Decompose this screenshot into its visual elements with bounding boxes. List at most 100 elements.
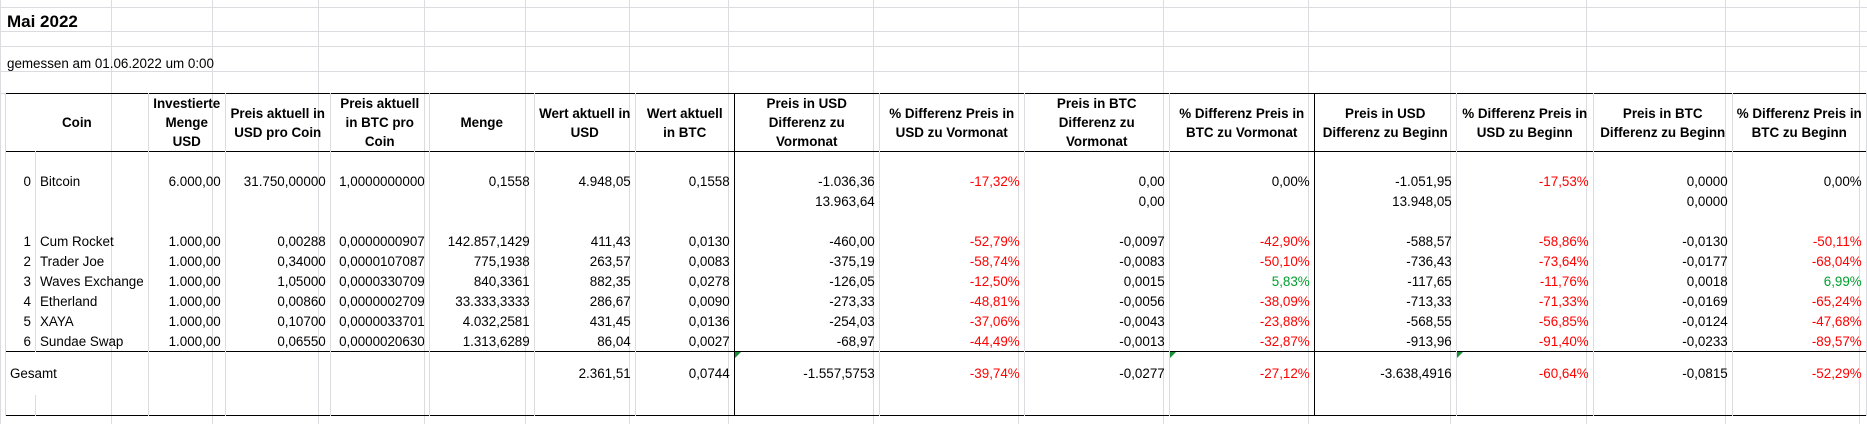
header-diff-usd-prev[interactable]: Preis in USD Differenz zu Vormonat [733,93,880,152]
cell-price-btc[interactable]: 0,0000000907 [329,231,430,252]
header-pct-usd-prev[interactable]: % Differenz Preis in USD zu Vormonat [878,93,1025,152]
cell-price-btc[interactable]: 1,0000000000 [329,171,430,192]
cell-pct-btc-prev[interactable]: -42,90% [1168,231,1315,252]
cell-pct-btc-start[interactable]: -47,68% [1731,311,1867,332]
header-value-usd[interactable]: Wert aktuell in USD [533,93,636,152]
cell-price-usd[interactable]: 0,34000 [224,251,331,272]
header-price-usd[interactable]: Preis aktuell in USD pro Coin [224,93,331,152]
total-label[interactable]: Gesamt [5,351,149,395]
cell-amount[interactable]: 33.333,3333 [428,291,535,312]
total-diff-btc-start[interactable]: -0,0815 [1592,351,1733,395]
cell-diff-usd-start[interactable]: -568,55 [1313,311,1457,332]
total-value-btc[interactable]: 0,0744 [634,351,735,395]
cell-pct-btc-start[interactable]: -89,57% [1731,331,1867,352]
cell-pct-btc-prev[interactable]: -38,09% [1168,291,1315,312]
cell-price-btc[interactable]: 0,0000330709 [329,271,430,292]
cell-price-btc[interactable]: 0,0000033701 [329,311,430,332]
coin-name[interactable]: XAYA [35,311,149,332]
header-coin[interactable]: Coin [5,93,149,152]
row-index[interactable]: 0 [5,171,36,192]
cell-amount[interactable]: 840,3361 [428,271,535,292]
cell-diff-usd-start[interactable]: -713,33 [1313,291,1457,312]
row-index[interactable]: 2 [5,251,36,272]
cell-diff-usd-prev[interactable]: 13.963,64 [733,191,880,212]
cell-amount[interactable]: 4.032,2581 [428,311,535,332]
cell-diff-btc-prev[interactable]: -0,0097 [1023,231,1170,252]
cell-diff-btc-start[interactable]: -0,0130 [1592,231,1733,252]
cell-value-btc[interactable]: 0,0027 [634,331,735,352]
total-pct-usd-start[interactable]: -60,64% [1455,351,1594,395]
cell-value-usd[interactable]: 86,04 [533,331,636,352]
cell-pct-usd-prev[interactable]: -58,74% [878,251,1025,272]
cell-invested[interactable]: 1.000,00 [147,271,226,292]
cell-value-usd[interactable]: 263,57 [533,251,636,272]
cell-diff-usd-start[interactable]: -1.051,95 [1313,171,1457,192]
cell-diff-btc-start[interactable]: 0,0000 [1592,171,1733,192]
total-diff-usd-start[interactable]: -3.638,4916 [1313,351,1457,395]
cell-diff-btc-prev[interactable]: -0,0043 [1023,311,1170,332]
cell-pct-usd-prev[interactable]: -37,06% [878,311,1025,332]
cell-diff-btc-start[interactable]: 0,0018 [1592,271,1733,292]
cell-diff-usd-start[interactable]: -588,57 [1313,231,1457,252]
cell-value-usd[interactable]: 882,35 [533,271,636,292]
cell-diff-btc-start[interactable]: 0,0000 [1592,191,1733,212]
row-index[interactable]: 1 [5,231,36,252]
cell-diff-btc-start[interactable]: -0,0124 [1592,311,1733,332]
cell-diff-btc-prev[interactable]: 0,0015 [1023,271,1170,292]
header-price-btc[interactable]: Preis aktuell in BTC pro Coin [329,93,430,152]
cell-price-usd[interactable]: 0,00288 [224,231,331,252]
coin-name[interactable]: Trader Joe [35,251,149,272]
header-amount[interactable]: Menge [428,93,535,152]
cell-diff-btc-prev[interactable]: 0,00 [1023,171,1170,192]
cell-invested[interactable]: 1.000,00 [147,311,226,332]
cell-diff-usd-start[interactable]: -117,65 [1313,271,1457,292]
cell-diff-usd-start[interactable]: 13.948,05 [1313,191,1457,212]
measured-date[interactable]: gemessen am 01.06.2022 um 0:00 [7,56,214,71]
total-pct-usd-prev[interactable]: -39,74% [878,351,1025,395]
cell-invested[interactable]: 6.000,00 [147,171,226,192]
cell-pct-btc-prev[interactable]: -32,87% [1168,331,1315,352]
cell-pct-btc-start[interactable]: 0,00% [1731,171,1867,192]
cell-pct-btc-prev[interactable]: 5,83% [1168,271,1315,292]
total-pct-btc-prev[interactable]: -27,12% [1168,351,1315,395]
header-diff-btc-prev[interactable]: Preis in BTC Differenz zu Vormonat [1023,93,1170,152]
cell-diff-btc-prev[interactable]: -0,0083 [1023,251,1170,272]
cell-price-usd[interactable]: 0,06550 [224,331,331,352]
cell-value-btc[interactable]: 0,0090 [634,291,735,312]
cell-amount[interactable]: 1.313,6289 [428,331,535,352]
total-value-usd[interactable]: 2.361,51 [533,351,636,395]
cell-diff-usd-prev[interactable]: -1.036,36 [733,171,880,192]
total-diff-usd-prev[interactable]: -1.557,5753 [733,351,880,395]
cell-pct-usd-start[interactable]: -17,53% [1455,171,1594,192]
cell-price-btc[interactable]: 0,0000020630 [329,331,430,352]
cell-diff-usd-start[interactable]: -913,96 [1313,331,1457,352]
cell-price-usd[interactable]: 31.750,00000 [224,171,331,192]
cell-price-usd[interactable]: 0,10700 [224,311,331,332]
cell-price-usd[interactable]: 0,00860 [224,291,331,312]
cell-value-btc[interactable]: 0,0083 [634,251,735,272]
cell-amount[interactable]: 0,1558 [428,171,535,192]
cell-invested[interactable]: 1.000,00 [147,331,226,352]
cell-diff-usd-prev[interactable]: -273,33 [733,291,880,312]
cell-pct-btc-prev[interactable]: -50,10% [1168,251,1315,272]
cell-invested[interactable]: 1.000,00 [147,291,226,312]
header-pct-btc-start[interactable]: % Differenz Preis in BTC zu Beginn [1731,93,1867,152]
cell-diff-usd-prev[interactable]: -375,19 [733,251,880,272]
cell-pct-usd-prev[interactable]: -44,49% [878,331,1025,352]
header-diff-usd-start[interactable]: Preis in USD Differenz zu Beginn [1313,93,1457,152]
cell-pct-btc-start[interactable]: -68,04% [1731,251,1867,272]
cell-diff-usd-prev[interactable]: -254,03 [733,311,880,332]
cell-value-usd[interactable]: 411,43 [533,231,636,252]
cell-value-usd[interactable]: 431,45 [533,311,636,332]
cell-pct-btc-prev[interactable]: 0,00% [1168,171,1315,192]
coin-name[interactable]: Bitcoin [35,171,149,192]
total-diff-btc-prev[interactable]: -0,0277 [1023,351,1170,395]
cell-pct-usd-prev[interactable]: -48,81% [878,291,1025,312]
cell-diff-usd-start[interactable]: -736,43 [1313,251,1457,272]
total-pct-btc-start[interactable]: -52,29% [1731,351,1867,395]
cell-value-btc[interactable]: 0,0136 [634,311,735,332]
row-index[interactable]: 3 [5,271,36,292]
cell-invested[interactable]: 1.000,00 [147,251,226,272]
coin-name[interactable]: Sundae Swap [35,331,149,352]
cell-pct-usd-start[interactable]: -56,85% [1455,311,1594,332]
